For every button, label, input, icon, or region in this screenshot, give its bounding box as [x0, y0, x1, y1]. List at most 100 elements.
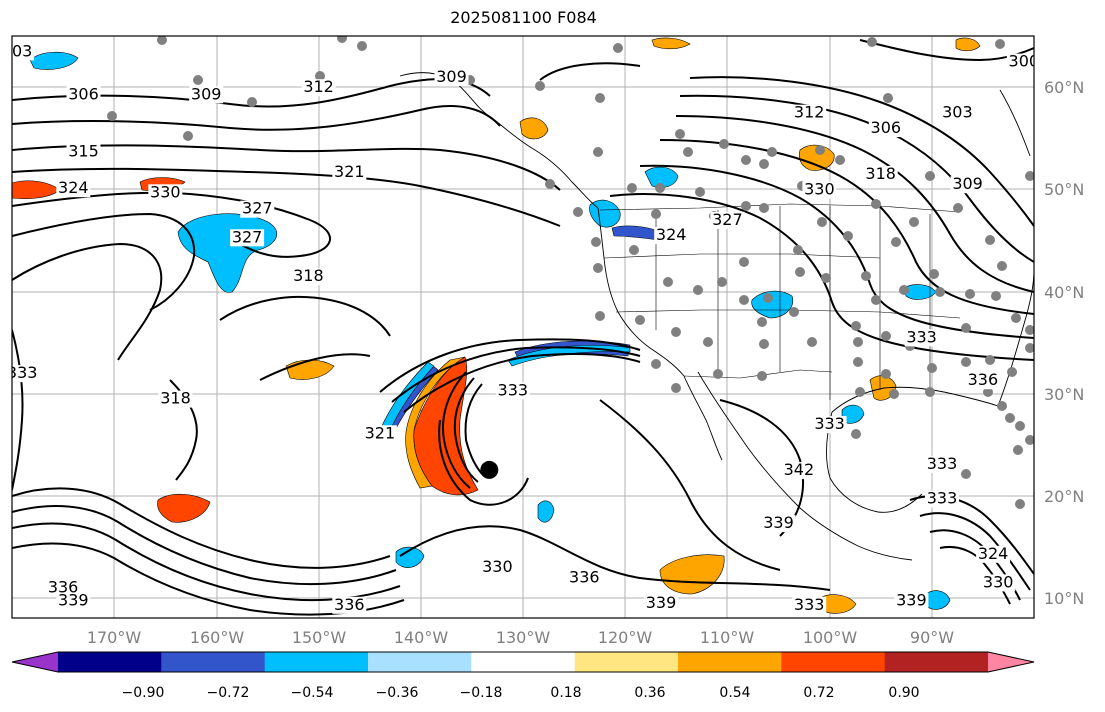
- contour-label-bg: [761, 515, 796, 533]
- contour-label: 327: [242, 199, 273, 218]
- lon-tick-label: 170°W: [87, 628, 142, 647]
- contour-label: 333: [927, 489, 958, 508]
- contour-label: 333: [7, 363, 38, 382]
- contour-label-bg: [240, 200, 275, 218]
- contour-label: 318: [293, 266, 324, 285]
- contour-label: 303: [942, 103, 973, 122]
- contour-label-bg: [965, 372, 1000, 390]
- contour-label: 318: [865, 164, 896, 183]
- shade-cyan-jet: [507, 345, 631, 367]
- contour-label: 324: [656, 225, 687, 244]
- colorbar-segment: [884, 652, 989, 672]
- contour-label-bg: [894, 592, 929, 610]
- contour-label: 309: [436, 67, 467, 86]
- contour-labels: 306 309 312 309 315 321 324 330 327 327 318 333 318 3…: [2, 41, 1040, 614]
- contour-label: 336: [334, 595, 365, 614]
- contour-label: 339: [763, 513, 794, 532]
- contour-label-bg: [781, 462, 816, 480]
- colorbar-tick-label: 0.36: [634, 685, 665, 701]
- lat-tick-labels: 60°N 50°N 40°N 30°N 20°N 10°N: [1044, 78, 1084, 608]
- contour-label-bg: [66, 143, 101, 161]
- lon-tick-label: 110°W: [700, 628, 755, 647]
- shade-orange-mexico: [659, 554, 725, 595]
- contour-label-bg: [925, 455, 959, 473]
- contour-label: 336: [48, 578, 79, 597]
- contour-label-bg: [868, 120, 903, 137]
- contour-label: 309: [191, 84, 222, 103]
- lon-tick-label: 90°W: [910, 628, 954, 647]
- contour-label-bg: [495, 382, 530, 400]
- contour-label-bg: [362, 425, 397, 443]
- shade-orange-arc-rim: [405, 356, 466, 489]
- lon-tick-label: 120°W: [598, 628, 653, 647]
- contour-label: 306: [871, 118, 902, 137]
- colorbar-segment: [58, 652, 162, 672]
- contour-label-bg: [567, 569, 602, 587]
- shade-orange-south: [157, 493, 211, 523]
- contour-label-bg: [976, 545, 1011, 563]
- colorbar-outline: [11, 651, 1035, 673]
- colorbar-tick-label: 0.18: [550, 685, 581, 701]
- shade-orange-east-pac: [819, 594, 857, 614]
- contour-label-bg: [291, 268, 326, 286]
- lat-tick-label: 40°N: [1044, 283, 1084, 302]
- contour-label: 300: [1009, 52, 1040, 71]
- colorbar-tick-label: 0.72: [803, 685, 834, 701]
- colorbar-tick-label: −0.72: [207, 685, 250, 701]
- contour-label-bg: [710, 211, 745, 229]
- contour-label: 333: [794, 595, 825, 614]
- lon-tick-label: 160°W: [190, 628, 245, 647]
- tropical-cyclone-marker: [480, 460, 499, 479]
- contour-label: 342: [784, 460, 815, 479]
- contour-label: 333: [814, 414, 845, 433]
- colorbar-tick-label: 0.90: [888, 685, 919, 701]
- shading-fields: [12, 37, 981, 614]
- contour-label: 327: [232, 227, 263, 246]
- contour-label-bg: [148, 184, 183, 202]
- contour-label-bg: [434, 68, 469, 86]
- contour-label: 327: [712, 210, 743, 229]
- contour-label: 312: [794, 103, 825, 122]
- contour-label-bg: [644, 594, 678, 612]
- contour-label-bg: [56, 592, 91, 610]
- contour-label: 330: [150, 182, 181, 201]
- colorbar-segment: [264, 652, 369, 672]
- contour-label-bg: [863, 165, 898, 183]
- lon-gridlines: [113, 36, 933, 618]
- colorbar-segment: [368, 652, 472, 672]
- contour-label: 303: [2, 41, 33, 60]
- colorbar-tick-label: −0.18: [460, 685, 503, 701]
- contour-label: 333: [927, 454, 958, 473]
- contour-label-bg: [158, 390, 193, 408]
- colorbar-segment: [781, 652, 886, 672]
- contour-label-bg: [904, 329, 939, 347]
- gulf-coast: [831, 386, 999, 413]
- lon-tick-labels: 170°W 160°W 150°W 140°W 130°W 120°W 110°…: [87, 628, 954, 647]
- contour-label: 333: [498, 380, 529, 399]
- contour-label: 330: [804, 179, 835, 198]
- lon-tick-label: 130°W: [496, 628, 551, 647]
- shade-orange-ne: [955, 37, 981, 52]
- contour-label: 324: [978, 544, 1009, 563]
- contour-label: 321: [334, 162, 365, 181]
- contour-label-bg: [301, 79, 336, 97]
- contour-label-bg: [56, 180, 91, 198]
- shade-orange-nw: [519, 117, 549, 140]
- contour-label: 333: [906, 327, 937, 346]
- contour-label-bg: [940, 104, 975, 122]
- contour-label-bg: [792, 104, 827, 122]
- contour-label: 306: [68, 84, 99, 103]
- map-frame: [11, 35, 1035, 619]
- contour-label-bg: [66, 86, 101, 104]
- lat-tick-label: 30°N: [1044, 385, 1084, 404]
- shade-cyan-ak: [29, 51, 79, 70]
- colorbar-extend-low: [12, 652, 58, 672]
- canada-east: [999, 89, 1031, 157]
- lon-tick-label: 140°W: [394, 628, 449, 647]
- lat-tick-label: 10°N: [1044, 589, 1084, 608]
- contour-label: 336: [569, 567, 600, 586]
- contour-label: 321: [365, 423, 396, 442]
- colorbar-tick-label: 0.54: [719, 685, 750, 701]
- contour-label: 339: [58, 591, 89, 610]
- lat-tick-label: 20°N: [1044, 487, 1084, 506]
